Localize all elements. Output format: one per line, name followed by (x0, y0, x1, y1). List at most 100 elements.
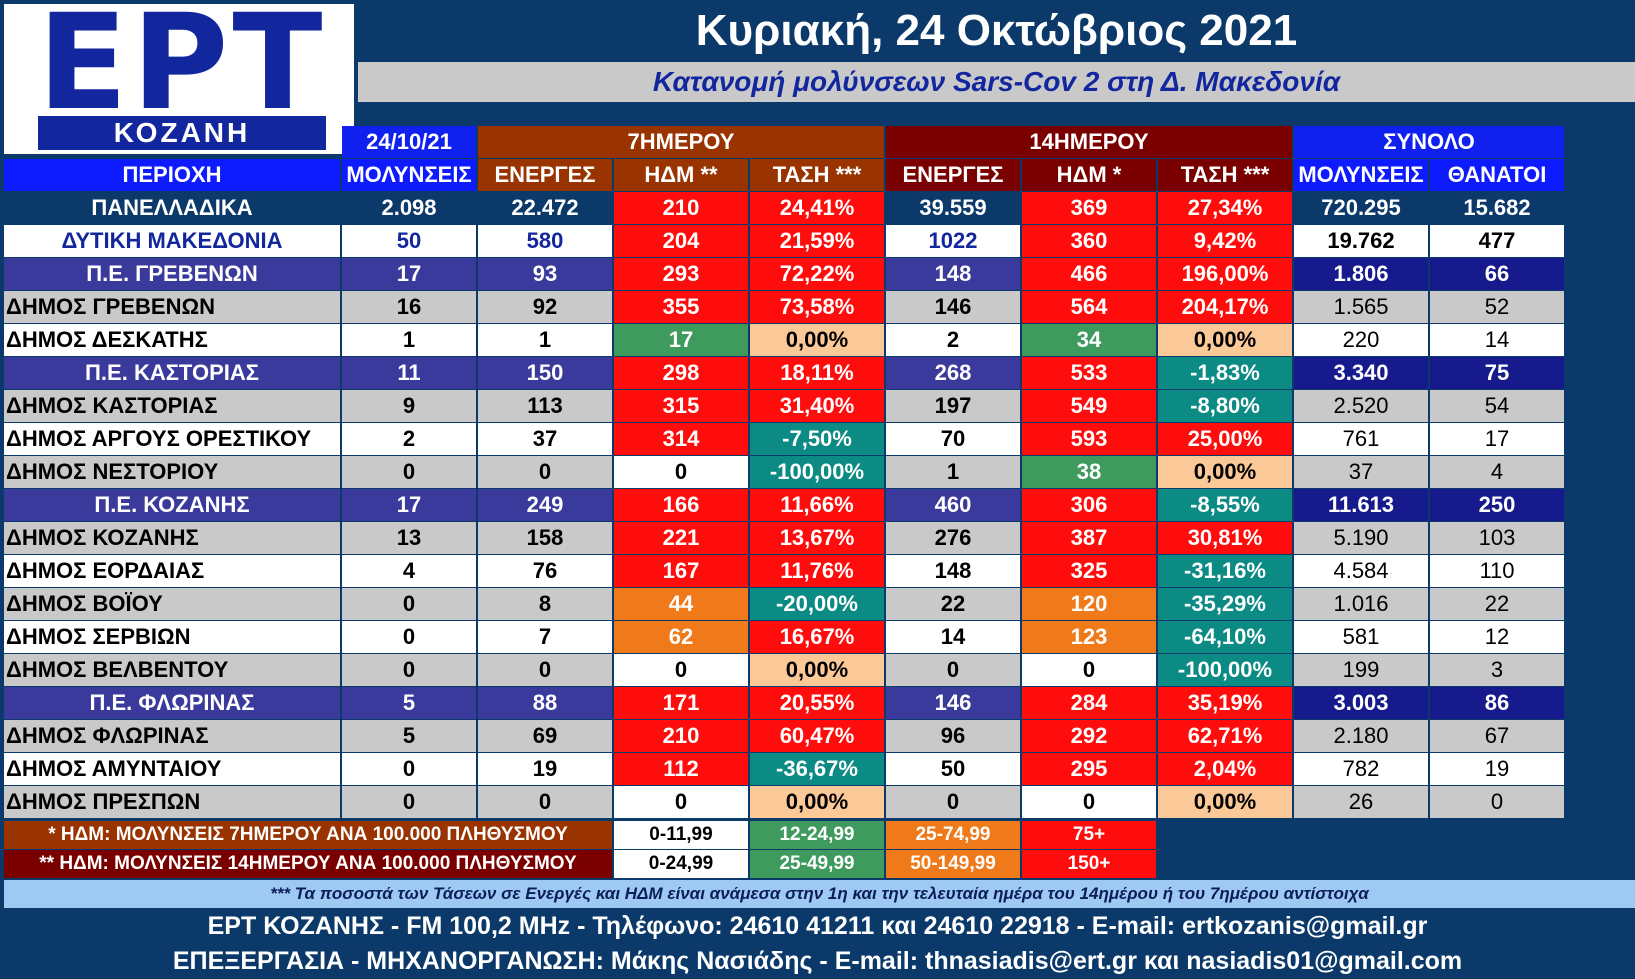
legend-range: 25-74,99 (886, 821, 1020, 849)
table-cell-total-cases: 720.295 (1294, 192, 1428, 224)
table-cell-trend14: -1,83% (1158, 357, 1292, 389)
table-cell-trend7: 11,76% (750, 555, 884, 587)
table-cell-hdm7: 17 (614, 324, 748, 356)
table-cell-cases: 0 (342, 456, 476, 488)
table-cell-trend14: -8,80% (1158, 390, 1292, 422)
table-row: ΔΗΜΟΣ ΔΕΣΚΑΤΗΣ 1 1 17 0,00% 2 34 0,00% 220 14 (4, 324, 1635, 357)
table-row: ΔΗΜΟΣ ΝΕΣΤΟΡΙΟΥ 0 0 0 -100,00% 1 38 0,00% 37 4 (4, 456, 1635, 489)
footer-credits: ΕΠΕΞΕΡΓΑΣΙΑ - ΜΗΧΑΝΟΡΓΑΝΩΣΗ: Μάκης Νασιά… (172, 947, 1463, 975)
legend-row: * ΗΔΜ: ΜΟΛΥΝΣΕΙΣ 7ΗΜΕΡΟΥ ΑΝΑ 100.000 ΠΛΗ… (4, 821, 1635, 850)
table-cell-cases: 2 (342, 423, 476, 455)
table-row: Π.Ε. ΚΑΣΤΟΡΙΑΣ 11 150 298 18,11% 268 533 -1,83%… (4, 357, 1635, 390)
table-cell-trend7: -20,00% (750, 588, 884, 620)
legend-range: 0-24,99 (614, 850, 748, 878)
table-row: ΔΗΜΟΣ ΒΟΪΟΥ 0 8 44 -20,00% 22 120 -35,29% 1.016 2… (4, 588, 1635, 621)
column-header: ΜΟΛΥΝΣΕΙΣ (342, 159, 476, 191)
row-label: Π.Ε. ΦΛΩΡΙΝΑΣ (4, 687, 340, 719)
row-label: ΔΗΜΟΣ ΚΑΣΤΟΡΙΑΣ (4, 390, 340, 422)
table-cell-hdm7: 315 (614, 390, 748, 422)
table-cell-trend14: 9,42% (1158, 225, 1292, 257)
table-cell-total-cases: 5.190 (1294, 522, 1428, 554)
table-cell-trend7: -36,67% (750, 753, 884, 785)
table-cell-trend7: 20,55% (750, 687, 884, 719)
table-cell-trend7: 72,22% (750, 258, 884, 290)
table-cell-trend7: 18,11% (750, 357, 884, 389)
table-cell-trend14: -8,55% (1158, 489, 1292, 521)
table-cell-cases: 17 (342, 489, 476, 521)
row-label: ΔΗΜΟΣ ΓΡΕΒΕΝΩΝ (4, 291, 340, 323)
table-cell-trend14: 25,00% (1158, 423, 1292, 455)
table-cell-trend7: 73,58% (750, 291, 884, 323)
table-cell-hdm14: 0 (1022, 786, 1156, 818)
group-header-total: ΣΥΝΟΛΟ (1294, 126, 1564, 158)
table-cell-trend7: 0,00% (750, 324, 884, 356)
trend-note: *** Τα ποσοστά των Τάσεων σε Ενεργές και… (4, 880, 1635, 908)
table-cell-active7: 69 (478, 720, 612, 752)
logo-band: ΚΟΖΑΝΗ (38, 116, 326, 150)
row-label: Π.Ε. ΚΟΖΑΝΗΣ (4, 489, 340, 521)
table-cell-trend14: 35,19% (1158, 687, 1292, 719)
table-cell-hdm7: 210 (614, 192, 748, 224)
table-cell-active14: 146 (886, 291, 1020, 323)
table-cell-total-cases: 2.520 (1294, 390, 1428, 422)
legend-range: 150+ (1022, 850, 1156, 878)
table-cell-trend14: -100,00% (1158, 654, 1292, 686)
table-row: ΔΗΜΟΣ ΚΑΣΤΟΡΙΑΣ 9 113 315 31,40% 197 549 -8,80%… (4, 390, 1635, 423)
table-cell-hdm14: 284 (1022, 687, 1156, 719)
table-cell-trend14: 27,34% (1158, 192, 1292, 224)
table-cell-deaths: 0 (1430, 786, 1564, 818)
table-cell-active14: 460 (886, 489, 1020, 521)
table-cell-total-cases: 11.613 (1294, 489, 1428, 521)
table-cell-total-cases: 761 (1294, 423, 1428, 455)
table-cell-trend7: 60,47% (750, 720, 884, 752)
column-header-row: ΠΕΡΙΟΧΗ ΜΟΛΥΝΣΕΙΣ ΕΝΕΡΓΕΣ ΗΔΜ ** ΤΑΣΗ *** ΕΝΕ… (4, 159, 1635, 192)
row-label: ΔΗΜΟΣ ΣΕΡΒΙΩΝ (4, 621, 340, 653)
table-cell-trend14: 2,04% (1158, 753, 1292, 785)
table-cell-hdm14: 564 (1022, 291, 1156, 323)
row-label: Π.Ε. ΚΑΣΤΟΡΙΑΣ (4, 357, 340, 389)
table-cell-hdm14: 306 (1022, 489, 1156, 521)
table-cell-hdm14: 533 (1022, 357, 1156, 389)
legend-range: 75+ (1022, 821, 1156, 849)
table-cell-hdm7: 112 (614, 753, 748, 785)
table-cell-active7: 22.472 (478, 192, 612, 224)
table-cell-total-cases: 19.762 (1294, 225, 1428, 257)
table-cell-trend7: 13,67% (750, 522, 884, 554)
table-cell-hdm7: 166 (614, 489, 748, 521)
table-cell-hdm14: 295 (1022, 753, 1156, 785)
table-row: ΔΥΤΙΚΗ ΜΑΚΕΔΟΝΙΑ 50 580 204 21,59% 1022 360 9,4… (4, 225, 1635, 258)
table-cell-active7: 158 (478, 522, 612, 554)
table-cell-hdm7: 167 (614, 555, 748, 587)
table-cell-hdm14: 593 (1022, 423, 1156, 455)
table-cell-trend14: -35,29% (1158, 588, 1292, 620)
column-header: ΕΝΕΡΓΕΣ (886, 159, 1020, 191)
table-cell-hdm7: 62 (614, 621, 748, 653)
table-cell-deaths: 477 (1430, 225, 1564, 257)
table-cell-active14: 1 (886, 456, 1020, 488)
table-cell-active7: 580 (478, 225, 612, 257)
column-header: ΤΑΣΗ *** (750, 159, 884, 191)
table-cell-trend7: 24,41% (750, 192, 884, 224)
row-label: ΔΗΜΟΣ ΠΡΕΣΠΩΝ (4, 786, 340, 818)
legend-row: ** ΗΔΜ: ΜΟΛΥΝΣΕΙΣ 14ΗΜΕΡΟΥ ΑΝΑ 100.000 Π… (4, 850, 1635, 879)
table-cell-active14: 0 (886, 654, 1020, 686)
group-header-14day: 14ΗΜΕΡΟΥ (886, 126, 1292, 158)
table-cell-total-cases: 782 (1294, 753, 1428, 785)
table-cell-active7: 8 (478, 588, 612, 620)
table-cell-active14: 148 (886, 555, 1020, 587)
column-header: ΕΝΕΡΓΕΣ (478, 159, 612, 191)
table-cell-deaths: 250 (1430, 489, 1564, 521)
table-cell-cases: 2.098 (342, 192, 476, 224)
table-cell-cases: 5 (342, 687, 476, 719)
table-cell-hdm7: 0 (614, 456, 748, 488)
table-cell-trend14: 0,00% (1158, 324, 1292, 356)
table-cell-deaths: 17 (1430, 423, 1564, 455)
table-cell-total-cases: 1.806 (1294, 258, 1428, 290)
table-cell-hdm7: 314 (614, 423, 748, 455)
column-header: ΜΟΛΥΝΣΕΙΣ (1294, 159, 1428, 191)
table-cell-hdm7: 355 (614, 291, 748, 323)
row-label: ΔΗΜΟΣ ΕΟΡΔΑΙΑΣ (4, 555, 340, 587)
table-cell-deaths: 66 (1430, 258, 1564, 290)
table-cell-hdm14: 0 (1022, 654, 1156, 686)
table-cell-active7: 0 (478, 786, 612, 818)
